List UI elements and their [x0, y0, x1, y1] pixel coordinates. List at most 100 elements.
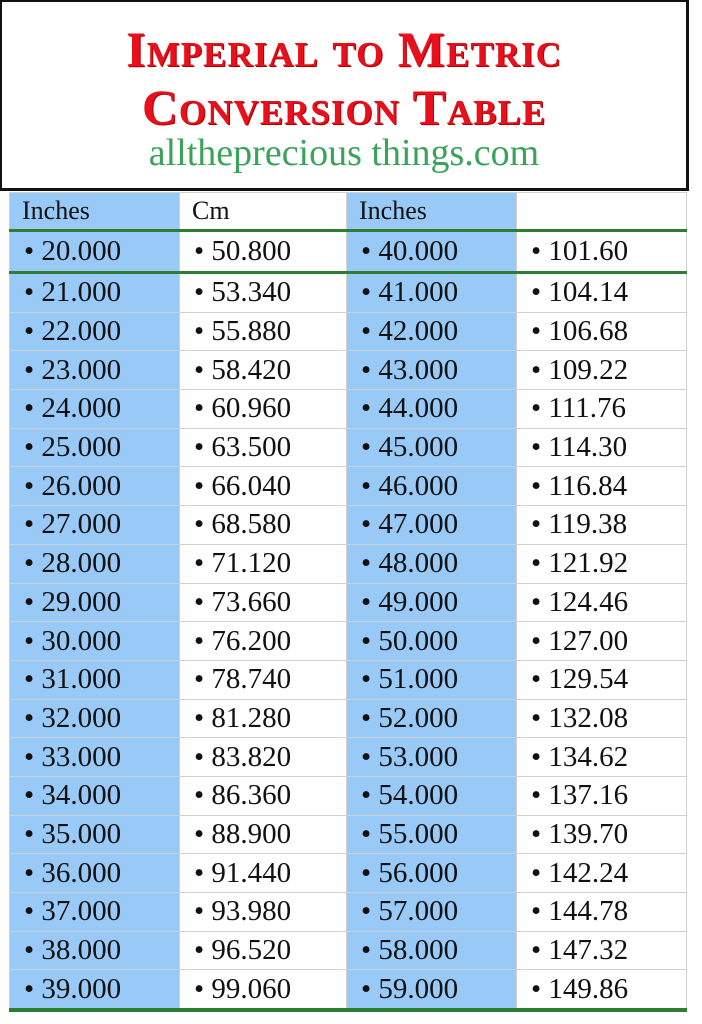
- table-header-row: Inches Cm Inches: [9, 192, 687, 232]
- cm-cell: • 66.040: [179, 466, 347, 507]
- cm-cell: • 60.960: [179, 389, 347, 429]
- inches-cell: • 37.000: [9, 892, 180, 932]
- inches-cell: • 45.000: [346, 427, 517, 468]
- inches-cell: • 51.000: [346, 659, 517, 700]
- inches-cell: • 22.000: [9, 311, 180, 352]
- table-row: • 23.000 • 58.420 • 43.000 • 109.22: [9, 350, 687, 391]
- inches-cell: • 39.000: [9, 969, 180, 1013]
- cm-cell: • 71.120: [179, 543, 347, 584]
- inches-cell: • 35.000: [9, 814, 180, 855]
- table-row: • 30.000 • 76.200 • 50.000 • 127.00: [9, 621, 687, 661]
- cm-cell: • 81.280: [179, 698, 347, 739]
- inches-cell: • 23.000: [9, 350, 180, 391]
- cm-cell: • 114.30: [516, 427, 687, 468]
- inches-cell: • 36.000: [9, 853, 180, 893]
- table-row: • 34.000 • 86.360 • 54.000 • 137.16: [9, 775, 687, 816]
- table-row: • 35.000 • 88.900 • 55.000 • 139.70: [9, 814, 687, 855]
- inches-cell: • 54.000: [346, 775, 517, 816]
- site-watermark: alltheprecious things.com: [148, 132, 540, 174]
- header-inches-1: Inches: [9, 192, 180, 232]
- inches-cell: • 52.000: [346, 698, 517, 739]
- cm-cell: • 124.46: [516, 582, 687, 623]
- cm-cell: • 76.200: [179, 621, 347, 661]
- inches-cell: • 28.000: [9, 543, 180, 584]
- cm-cell: • 147.32: [516, 930, 687, 971]
- cm-cell: • 109.22: [516, 350, 687, 391]
- inches-cell: • 47.000: [346, 505, 517, 545]
- inches-cell: • 27.000: [9, 505, 180, 545]
- inches-cell: • 49.000: [346, 582, 517, 623]
- inches-cell: • 46.000: [346, 466, 517, 507]
- cm-cell: • 53.340: [179, 272, 347, 313]
- cm-cell: • 78.740: [179, 659, 347, 700]
- inches-cell: • 30.000: [9, 621, 180, 661]
- cm-cell: • 134.62: [516, 737, 687, 777]
- cm-cell: • 101.60: [516, 230, 687, 274]
- inches-cell: • 24.000: [9, 389, 180, 429]
- inches-cell: • 56.000: [346, 853, 517, 893]
- table-row: • 31.000 • 78.740 • 51.000 • 129.54: [9, 659, 687, 700]
- table-row: • 21.000 • 53.340 • 41.000 • 104.14: [9, 272, 687, 313]
- inches-cell: • 33.000: [9, 737, 180, 777]
- cm-cell: • 93.980: [179, 892, 347, 932]
- inches-cell: • 43.000: [346, 350, 517, 391]
- inches-cell: • 55.000: [346, 814, 517, 855]
- cm-cell: • 50.800: [179, 230, 347, 274]
- table-row: • 28.000 • 71.120 • 48.000 • 121.92: [9, 543, 687, 584]
- header-cm-1: Cm: [179, 192, 347, 232]
- header-cm-2: [516, 192, 687, 232]
- table-row: • 39.000 • 99.060 • 59.000 • 149.86: [9, 969, 687, 1013]
- inches-cell: • 20.000: [9, 230, 180, 274]
- cm-cell: • 116.84: [516, 466, 687, 507]
- inches-cell: • 59.000: [346, 969, 517, 1013]
- title-banner: Imperial to Metric Conversion Table allt…: [0, 0, 689, 191]
- cm-cell: • 149.86: [516, 969, 687, 1013]
- table-row: • 32.000 • 81.280 • 52.000 • 132.08: [9, 698, 687, 739]
- inches-cell: • 50.000: [346, 621, 517, 661]
- cm-cell: • 139.70: [516, 814, 687, 855]
- inches-cell: • 57.000: [346, 892, 517, 932]
- cm-cell: • 96.520: [179, 930, 347, 971]
- cm-cell: • 83.820: [179, 737, 347, 777]
- inches-cell: • 44.000: [346, 389, 517, 429]
- table-row: • 38.000 • 96.520 • 58.000 • 147.32: [9, 930, 687, 971]
- inches-cell: • 40.000: [346, 230, 517, 274]
- cm-cell: • 129.54: [516, 659, 687, 700]
- inches-cell: • 48.000: [346, 543, 517, 584]
- cm-cell: • 63.500: [179, 427, 347, 468]
- cm-cell: • 142.24: [516, 853, 687, 893]
- inches-cell: • 29.000: [9, 582, 180, 623]
- cm-cell: • 73.660: [179, 582, 347, 623]
- cm-cell: • 111.76: [516, 389, 687, 429]
- table-row: • 22.000 • 55.880 • 42.000 • 106.68: [9, 311, 687, 352]
- conversion-table: Inches Cm Inches • 20.000 • 50.800 • 40.00…: [9, 192, 687, 1013]
- cm-cell: • 99.060: [179, 969, 347, 1013]
- cm-cell: • 127.00: [516, 621, 687, 661]
- table-row: • 36.000 • 91.440 • 56.000 • 142.24: [9, 853, 687, 893]
- cm-cell: • 55.880: [179, 311, 347, 352]
- title-line-1: Imperial to Metric: [126, 21, 562, 77]
- cm-cell: • 119.38: [516, 505, 687, 545]
- inches-cell: • 38.000: [9, 930, 180, 971]
- inches-cell: • 21.000: [9, 272, 180, 313]
- cm-cell: • 132.08: [516, 698, 687, 739]
- inches-cell: • 41.000: [346, 272, 517, 313]
- cm-cell: • 86.360: [179, 775, 347, 816]
- inches-cell: • 31.000: [9, 659, 180, 700]
- cm-cell: • 144.78: [516, 892, 687, 932]
- table-row: • 29.000 • 73.660 • 49.000 • 124.46: [9, 582, 687, 623]
- inches-cell: • 42.000: [346, 311, 517, 352]
- table-row: • 20.000 • 50.800 • 40.000 • 101.60: [9, 230, 687, 274]
- cm-cell: • 106.68: [516, 311, 687, 352]
- table-row: • 33.000 • 83.820 • 53.000 • 134.62: [9, 737, 687, 777]
- inches-cell: • 25.000: [9, 427, 180, 468]
- table-row: • 25.000 • 63.500 • 45.000 • 114.30: [9, 427, 687, 468]
- table-row: • 27.000 • 68.580 • 47.000 • 119.38: [9, 505, 687, 545]
- cm-cell: • 88.900: [179, 814, 347, 855]
- inches-cell: • 53.000: [346, 737, 517, 777]
- table-row: • 24.000 • 60.960 • 44.000 • 111.76: [9, 389, 687, 429]
- table-row: • 26.000 • 66.040 • 46.000 • 116.84: [9, 466, 687, 507]
- cm-cell: • 121.92: [516, 543, 687, 584]
- header-inches-2: Inches: [346, 192, 517, 232]
- inches-cell: • 26.000: [9, 466, 180, 507]
